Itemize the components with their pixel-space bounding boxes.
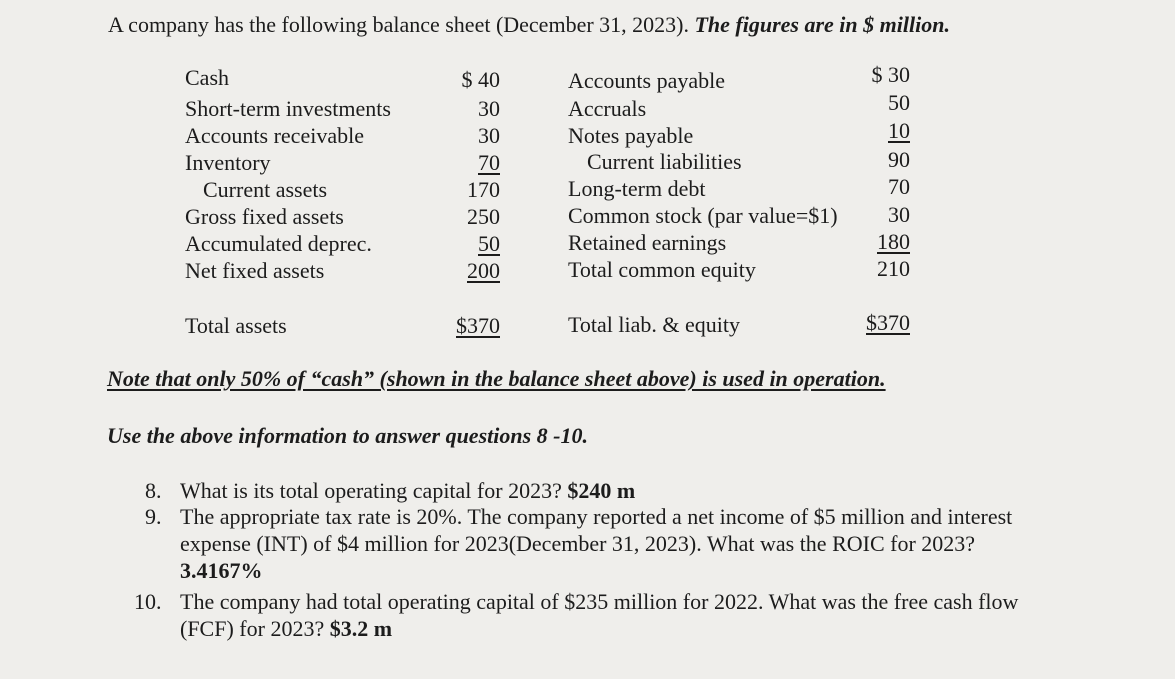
question: The appropriate tax rate is 20%. The com… (180, 503, 1050, 584)
row-value: 50 (888, 90, 910, 115)
row-value: 90 (888, 147, 910, 172)
row-label: Inventory (185, 150, 271, 175)
row-label: Net fixed assets (185, 258, 325, 283)
row-value: 210 (877, 256, 910, 281)
row-value: 30 (478, 123, 500, 148)
row-label: Total assets (185, 313, 287, 338)
row-label: Accruals (568, 96, 647, 121)
row-value: 50 (478, 231, 500, 256)
row-value: 70 (888, 174, 910, 199)
question-text: What is its total operating capital for … (180, 478, 568, 503)
row-label: Gross fixed assets (185, 204, 344, 229)
question: The company had total operating capital … (180, 588, 1050, 642)
instruction: Use the above information to answer ques… (107, 423, 588, 448)
question-number: 8. (145, 478, 162, 503)
row-value: 10 (888, 118, 910, 143)
row-value: 250 (467, 204, 500, 229)
row-label: Accumulated deprec. (185, 231, 372, 256)
question-number: 9. (145, 504, 162, 529)
question-text: The company had total operating capital … (180, 589, 1019, 641)
answer: 3.4167% (180, 558, 263, 583)
row-label: Accounts payable (568, 68, 725, 93)
row-label: Cash (185, 65, 229, 90)
question-text: The appropriate tax rate is 20%. The com… (180, 504, 1013, 556)
row-value: 70 (478, 150, 500, 175)
question-number: 10. (134, 589, 162, 614)
row-label: Long-term debt (568, 176, 706, 201)
row-label: Total common equity (568, 257, 756, 282)
row-value: 200 (467, 258, 500, 283)
row-value: $370 (456, 313, 500, 338)
row-label: Notes payable (568, 123, 694, 148)
row-value: 30 (478, 96, 500, 121)
row-value: 30 (888, 202, 910, 227)
row-label: Short-term investments (185, 96, 391, 121)
row-value: 170 (467, 177, 500, 202)
row-label: Total liab. & equity (568, 312, 740, 337)
row-value: $370 (866, 310, 910, 335)
intro: A company has the following balance shee… (108, 12, 950, 38)
row-label: Retained earnings (568, 230, 727, 255)
intro-text: A company has the following balance shee… (108, 12, 695, 37)
question: What is its total operating capital for … (180, 477, 1050, 504)
row-label: Common stock (par value=$1) (568, 203, 838, 228)
row-value: $ 40 (461, 67, 501, 92)
answer: $240 m (567, 478, 636, 503)
row-label: Current liabilities (587, 149, 742, 174)
row-label: Current assets (203, 177, 328, 202)
row-value: 180 (877, 229, 910, 254)
intro-emphasis: The figures are in $ million. (694, 12, 950, 37)
row-label: Accounts receivable (185, 123, 364, 148)
row-value: $ 30 (871, 62, 911, 87)
answer: $3.2 m (329, 616, 393, 641)
note: Note that only 50% of “cash” (shown in t… (107, 366, 886, 391)
